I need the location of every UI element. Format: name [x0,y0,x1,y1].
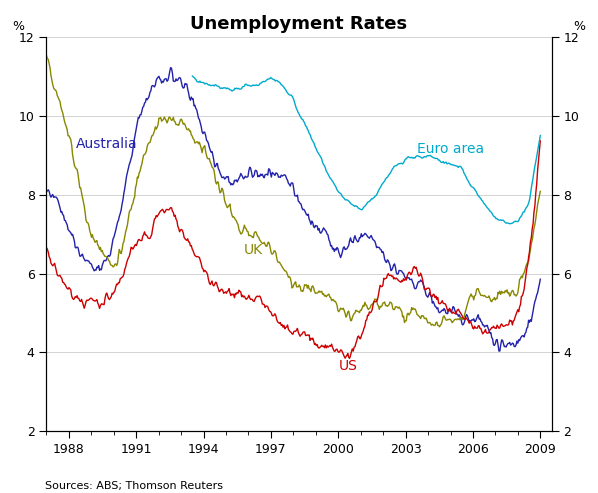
Title: Unemployment Rates: Unemployment Rates [190,15,408,33]
Text: %: % [13,20,25,34]
Text: Sources: ABS; Thomson Reuters: Sources: ABS; Thomson Reuters [45,481,223,491]
Text: US: US [338,359,357,373]
Text: Euro area: Euro area [417,142,484,156]
Text: %: % [573,20,585,34]
Text: UK: UK [244,243,263,257]
Text: Australia: Australia [76,137,138,150]
